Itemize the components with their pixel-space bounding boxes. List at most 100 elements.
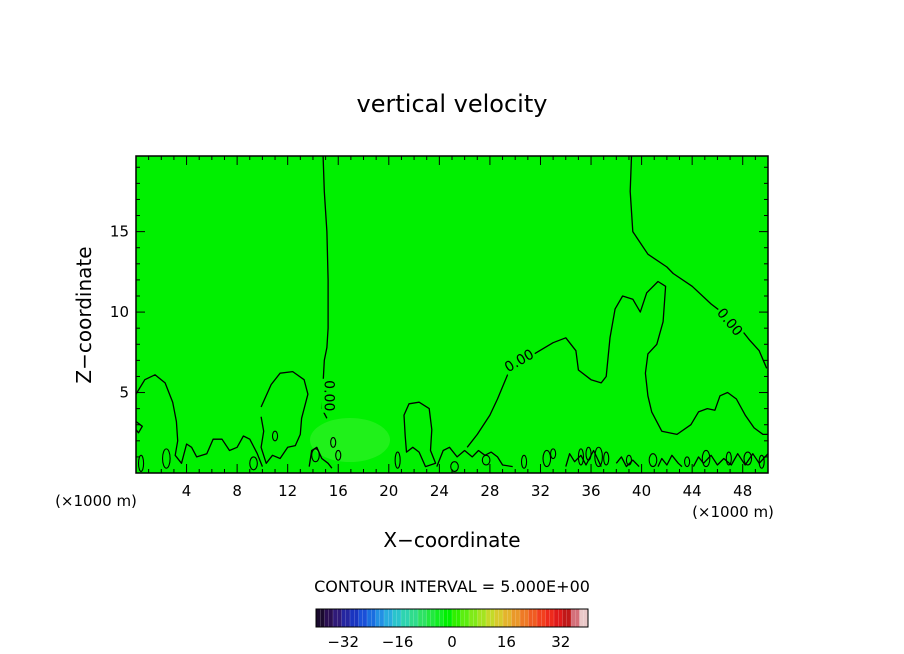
- contour-loop-9: [481, 454, 491, 466]
- contour-loop-19: [684, 456, 691, 468]
- colorbar-swatch: [316, 609, 325, 627]
- x-tick-label: 16: [329, 482, 348, 500]
- colorbar-swatch: [562, 609, 572, 627]
- zero-contour-near-surface-3: [403, 401, 437, 468]
- y-tick-label: 15: [110, 223, 129, 241]
- contour-interval-label: CONTOUR INTERVAL = 5.000E+00: [314, 577, 590, 596]
- colorbar-ticks: −32 −16 0 16 32: [327, 633, 570, 651]
- contour-loop-20: [701, 449, 711, 468]
- colorbar-tick-label: 16: [497, 633, 516, 651]
- contour-loop-4: [311, 448, 320, 463]
- zero-contour-tower-right: [629, 155, 768, 369]
- colorbar-tick-label: 32: [551, 633, 570, 651]
- x-tick-label: 20: [379, 482, 398, 500]
- x-tick-label: 24: [430, 482, 449, 500]
- y-axis-label: Z−coordinate: [72, 246, 96, 383]
- contour-loop-21: [725, 451, 732, 466]
- contour-loop-13: [577, 448, 585, 466]
- colorbar-swatch: [452, 609, 461, 627]
- contour-lines: [135, 155, 769, 472]
- colorbar-swatch: [545, 609, 555, 627]
- contour-loop-16: [603, 451, 610, 466]
- x-axis-ticks: 4 8 12 16 20 24 28 32 36 40 44 48: [148, 156, 756, 500]
- colorbar-swatch: [511, 609, 521, 627]
- colorbar-swatch: [571, 609, 580, 627]
- colorbar-swatch: [392, 609, 402, 627]
- x-tick-label: 8: [232, 482, 242, 500]
- x-tick-label: 48: [733, 482, 752, 500]
- colorbar-swatch: [409, 609, 419, 627]
- y-axis-ticks: 5 10 15: [110, 166, 768, 458]
- colorbar-swatch: [426, 609, 436, 627]
- colorbar-swatch: [579, 609, 589, 627]
- colorbar-swatch: [554, 609, 563, 627]
- colorbar-swatch: [520, 609, 529, 627]
- x-tick-label: 44: [683, 482, 702, 500]
- x-tick-label: 36: [581, 482, 600, 500]
- colorbar-swatch: [469, 609, 478, 627]
- contour-loop-2: [249, 456, 258, 471]
- x-tick-label: 12: [278, 482, 297, 500]
- zero-contour-near-surface-6: [615, 456, 640, 468]
- colorbar-swatch: [401, 609, 410, 627]
- colorbar-swatch: [333, 609, 342, 627]
- contour-loop-5: [330, 437, 337, 448]
- x-tick-label: 28: [480, 482, 499, 500]
- colorbar-swatch: [503, 609, 512, 627]
- x-tick-label: 32: [531, 482, 550, 500]
- contour-loop-7: [394, 451, 401, 469]
- zero-contour-near-surface-5: [565, 449, 602, 467]
- contour-loop-17: [625, 454, 633, 466]
- velocity-field-patch: [310, 418, 390, 462]
- colorbar-swatch: [486, 609, 495, 627]
- zero-contour-ridge: [466, 280, 768, 448]
- contour-loop-11: [542, 449, 552, 468]
- zero-contour-near-surface-4: [436, 446, 513, 468]
- plot-area: 0.000.000.00 4 8 12 16 20 24 28 32 36 40 44 48 5101…: [110, 155, 769, 500]
- colorbar-tick-label: 0: [447, 633, 457, 651]
- zero-contour-near-surface-7: [657, 454, 683, 468]
- contour-loop-18: [648, 453, 658, 468]
- x-unit-left: (×1000 m): [55, 492, 137, 510]
- colorbar-swatch: [375, 609, 385, 627]
- x-tick-label: 4: [182, 482, 192, 500]
- colorbar-swatch: [367, 609, 376, 627]
- contour-loop-15: [594, 446, 603, 468]
- chart-title: vertical velocity: [357, 90, 548, 118]
- colorbar-swatch: [341, 609, 351, 627]
- colorbar-tick-label: −32: [327, 633, 359, 651]
- colorbar-swatch: [477, 609, 487, 627]
- colorbar-swatch: [418, 609, 427, 627]
- zero-contour-near-surface-9: [135, 420, 143, 434]
- x-axis-label: X−coordinate: [383, 528, 520, 552]
- x-tick-label: 40: [632, 482, 651, 500]
- contour-loop-0: [137, 454, 145, 472]
- colorbar-tick-label: −16: [382, 633, 414, 651]
- colorbar-frame: [315, 608, 589, 628]
- colorbar-swatch: [350, 609, 359, 627]
- contour-loop-14: [585, 446, 592, 461]
- y-tick-label: 5: [119, 384, 129, 402]
- colorbar-swatch: [460, 609, 470, 627]
- contour-loop-3: [271, 430, 279, 442]
- y-tick-label: 10: [110, 303, 129, 321]
- zero-contour-near-surface-1: [135, 374, 264, 467]
- colorbar-swatch: [537, 609, 546, 627]
- colorbar-swatch: [528, 609, 538, 627]
- x-unit-right: (×1000 m): [692, 503, 774, 521]
- contour-label-text: 0.00: [320, 380, 336, 411]
- contour-loop-22: [743, 451, 753, 466]
- contour-loop-12: [550, 448, 557, 460]
- contour-loop-1: [161, 448, 171, 469]
- colorbar-swatch: [384, 609, 393, 627]
- contour-loop-10: [520, 454, 528, 469]
- colorbar-swatch: [443, 609, 453, 627]
- colorbar-swatch: [358, 609, 368, 627]
- velocity-field: [136, 156, 768, 473]
- colorbar-swatch: [324, 609, 334, 627]
- colorbar-swatch: [494, 609, 504, 627]
- colorbar: [315, 608, 589, 628]
- contour-loop-6: [335, 449, 342, 461]
- contour-loop-23: [758, 454, 765, 469]
